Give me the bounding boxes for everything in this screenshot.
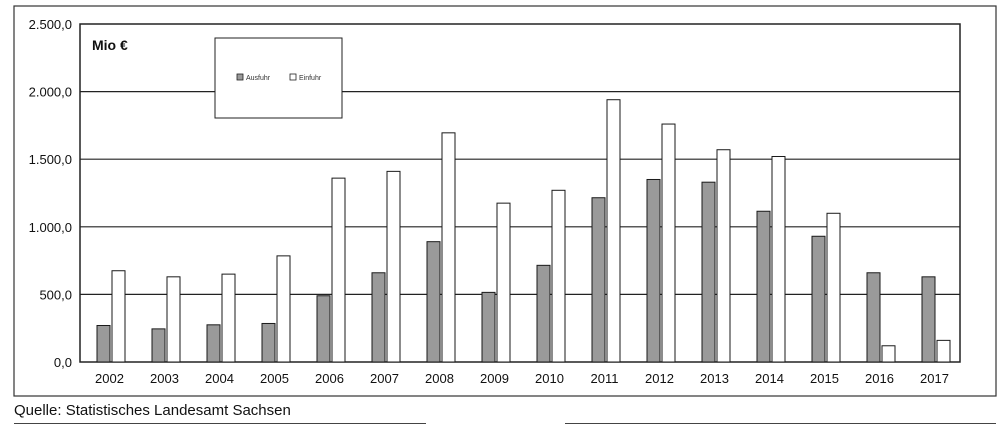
bar-einfuhr-2002	[111, 270, 126, 363]
source-note: Quelle: Statistisches Landesamt Sachsen	[14, 402, 291, 419]
legend-box	[214, 37, 343, 119]
bar-ausfuhr-2013	[701, 181, 716, 363]
legend: Ausfuhr Einfuhr	[214, 37, 343, 119]
legend-label-ausfuhr: Ausfuhr	[246, 75, 271, 82]
bar-ausfuhr-2006	[316, 295, 331, 363]
footer-rule-left	[14, 423, 426, 424]
x-tick-label: 2013	[700, 371, 729, 386]
y-tick-label: 1.500,0	[29, 152, 72, 167]
unit-label: Mio €	[92, 37, 128, 53]
x-tick-label: 2004	[205, 371, 234, 386]
x-tick-label: 2008	[425, 371, 454, 386]
bar-einfuhr-2016	[881, 345, 896, 363]
chart-outer-border	[13, 5, 997, 397]
bar-einfuhr-2004	[221, 273, 236, 363]
bar-ausfuhr-2005	[261, 322, 276, 363]
y-tick-label: 0,0	[54, 355, 72, 370]
x-tick-label: 2010	[535, 371, 564, 386]
x-tick-label: 2007	[370, 371, 399, 386]
bar-einfuhr-2010	[551, 189, 566, 363]
bar-einfuhr-2013	[716, 149, 731, 363]
x-tick-label: 2012	[645, 371, 674, 386]
y-tick-label: 2.000,0	[29, 85, 72, 100]
bar-ausfuhr-2014	[756, 210, 771, 363]
bar-einfuhr-2011	[606, 99, 621, 363]
x-tick-label: 2002	[95, 371, 124, 386]
legend-swatch-einfuhr	[289, 73, 297, 81]
bar-ausfuhr-2017	[921, 276, 936, 363]
bar-einfuhr-2007	[386, 170, 401, 363]
x-axis-ticks: 2002 2003 2004 2005 2006 2007 2008 2009 2010 2011…	[95, 371, 949, 386]
x-tick-label: 2005	[260, 371, 289, 386]
x-tick-label: 2003	[150, 371, 179, 386]
x-tick-label: 2015	[810, 371, 839, 386]
bar-ausfuhr-2016	[866, 272, 881, 363]
y-tick-label: 1.000,0	[29, 220, 72, 235]
x-tick-label: 2011	[591, 371, 619, 386]
bar-ausfuhr-2012	[646, 178, 661, 363]
bar-ausfuhr-2003	[151, 328, 166, 363]
bars	[96, 99, 951, 363]
bar-ausfuhr-2011	[591, 197, 606, 363]
legend-label-einfuhr: Einfuhr	[299, 75, 322, 82]
bar-einfuhr-2009	[496, 202, 511, 363]
bar-einfuhr-2012	[661, 123, 676, 363]
x-tick-label: 2006	[315, 371, 344, 386]
y-tick-label: 500,0	[39, 287, 72, 302]
x-tick-label: 2017	[920, 371, 949, 386]
legend-swatch-ausfuhr	[236, 73, 244, 81]
bar-einfuhr-2008	[441, 132, 456, 363]
bar-einfuhr-2014	[771, 155, 786, 363]
y-axis-ticks: 0,0 500,0 1.000,0 1.500,0 2.000,0 2.500,0	[29, 17, 72, 370]
bar-einfuhr-2015	[826, 212, 841, 363]
bar-ausfuhr-2002	[96, 324, 111, 363]
bar-einfuhr-2017	[936, 339, 951, 363]
bar-ausfuhr-2010	[536, 264, 551, 363]
bar-ausfuhr-2007	[371, 272, 386, 363]
y-tick-label: 2.500,0	[29, 17, 72, 32]
bar-einfuhr-2006	[331, 177, 346, 363]
bar-ausfuhr-2015	[811, 235, 826, 363]
x-tick-label: 2014	[755, 371, 784, 386]
bar-einfuhr-2005	[276, 255, 291, 363]
x-tick-label: 2009	[480, 371, 509, 386]
bar-einfuhr-2003	[166, 276, 181, 363]
footer-rule-right	[565, 423, 996, 424]
bar-ausfuhr-2009	[481, 291, 496, 363]
bar-ausfuhr-2004	[206, 324, 221, 363]
x-tick-label: 2016	[865, 371, 894, 386]
bar-ausfuhr-2008	[426, 241, 441, 363]
